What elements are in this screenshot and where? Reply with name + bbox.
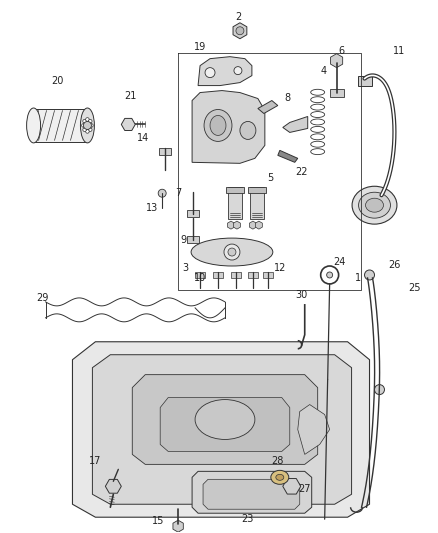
Bar <box>231 272 241 278</box>
Ellipse shape <box>352 186 397 224</box>
Text: 17: 17 <box>89 456 102 466</box>
Bar <box>248 187 266 193</box>
Text: 5: 5 <box>267 173 273 183</box>
Circle shape <box>234 67 242 75</box>
Bar <box>187 210 199 217</box>
Bar <box>187 236 199 243</box>
Text: 6: 6 <box>339 46 345 55</box>
Ellipse shape <box>191 238 273 266</box>
Text: 13: 13 <box>146 203 159 213</box>
Circle shape <box>88 128 92 132</box>
Text: 22: 22 <box>296 167 308 177</box>
Text: 3: 3 <box>182 263 188 273</box>
Text: 19: 19 <box>194 42 206 52</box>
Text: 4: 4 <box>321 66 327 76</box>
Text: 25: 25 <box>408 283 420 293</box>
Bar <box>330 88 343 96</box>
Text: 21: 21 <box>124 91 137 101</box>
Ellipse shape <box>81 108 95 143</box>
Circle shape <box>374 385 385 394</box>
Circle shape <box>236 27 244 35</box>
Text: 8: 8 <box>285 93 291 102</box>
Text: 14: 14 <box>137 133 149 143</box>
Bar <box>248 272 258 278</box>
Polygon shape <box>298 405 330 455</box>
Polygon shape <box>160 398 290 451</box>
Ellipse shape <box>271 470 289 484</box>
Ellipse shape <box>27 108 41 143</box>
Text: 12: 12 <box>274 263 286 273</box>
Polygon shape <box>92 355 352 504</box>
Bar <box>357 76 371 86</box>
Circle shape <box>85 130 89 133</box>
Circle shape <box>228 248 236 256</box>
Bar <box>263 272 273 278</box>
Polygon shape <box>192 91 265 163</box>
Text: 27: 27 <box>298 484 311 494</box>
Bar <box>34 109 88 143</box>
Bar <box>213 272 223 278</box>
Text: 15: 15 <box>152 516 164 526</box>
Ellipse shape <box>204 109 232 141</box>
Circle shape <box>83 119 86 123</box>
Circle shape <box>205 68 215 78</box>
Bar <box>226 187 244 193</box>
Text: 2: 2 <box>235 12 241 22</box>
Ellipse shape <box>359 192 390 218</box>
Polygon shape <box>203 479 300 509</box>
Ellipse shape <box>276 474 284 480</box>
Text: 23: 23 <box>242 514 254 524</box>
Text: 30: 30 <box>296 290 308 300</box>
Ellipse shape <box>195 400 255 439</box>
Text: 29: 29 <box>36 293 49 303</box>
Ellipse shape <box>240 122 256 140</box>
Circle shape <box>158 189 166 197</box>
Circle shape <box>327 272 332 278</box>
Bar <box>159 148 171 155</box>
Circle shape <box>85 118 89 122</box>
Polygon shape <box>198 56 252 86</box>
Bar <box>228 187 242 219</box>
Polygon shape <box>283 117 308 132</box>
Text: 26: 26 <box>388 260 401 270</box>
Circle shape <box>83 128 86 132</box>
Text: 10: 10 <box>194 273 206 283</box>
Text: 9: 9 <box>180 235 186 245</box>
Polygon shape <box>278 150 298 163</box>
Circle shape <box>83 122 92 130</box>
Circle shape <box>81 124 85 127</box>
Polygon shape <box>192 471 312 513</box>
Polygon shape <box>132 375 318 464</box>
Text: 20: 20 <box>51 76 64 86</box>
Ellipse shape <box>366 198 384 212</box>
Text: 7: 7 <box>175 188 181 198</box>
Text: 1: 1 <box>354 273 360 283</box>
Ellipse shape <box>210 116 226 135</box>
Bar <box>250 187 264 219</box>
Polygon shape <box>72 342 370 517</box>
Circle shape <box>90 124 93 127</box>
Bar <box>195 272 205 278</box>
Text: 24: 24 <box>333 257 346 267</box>
Circle shape <box>88 119 92 123</box>
Text: 28: 28 <box>272 456 284 466</box>
Circle shape <box>224 244 240 260</box>
Polygon shape <box>258 101 278 114</box>
Text: 11: 11 <box>393 46 406 55</box>
Circle shape <box>364 270 374 280</box>
